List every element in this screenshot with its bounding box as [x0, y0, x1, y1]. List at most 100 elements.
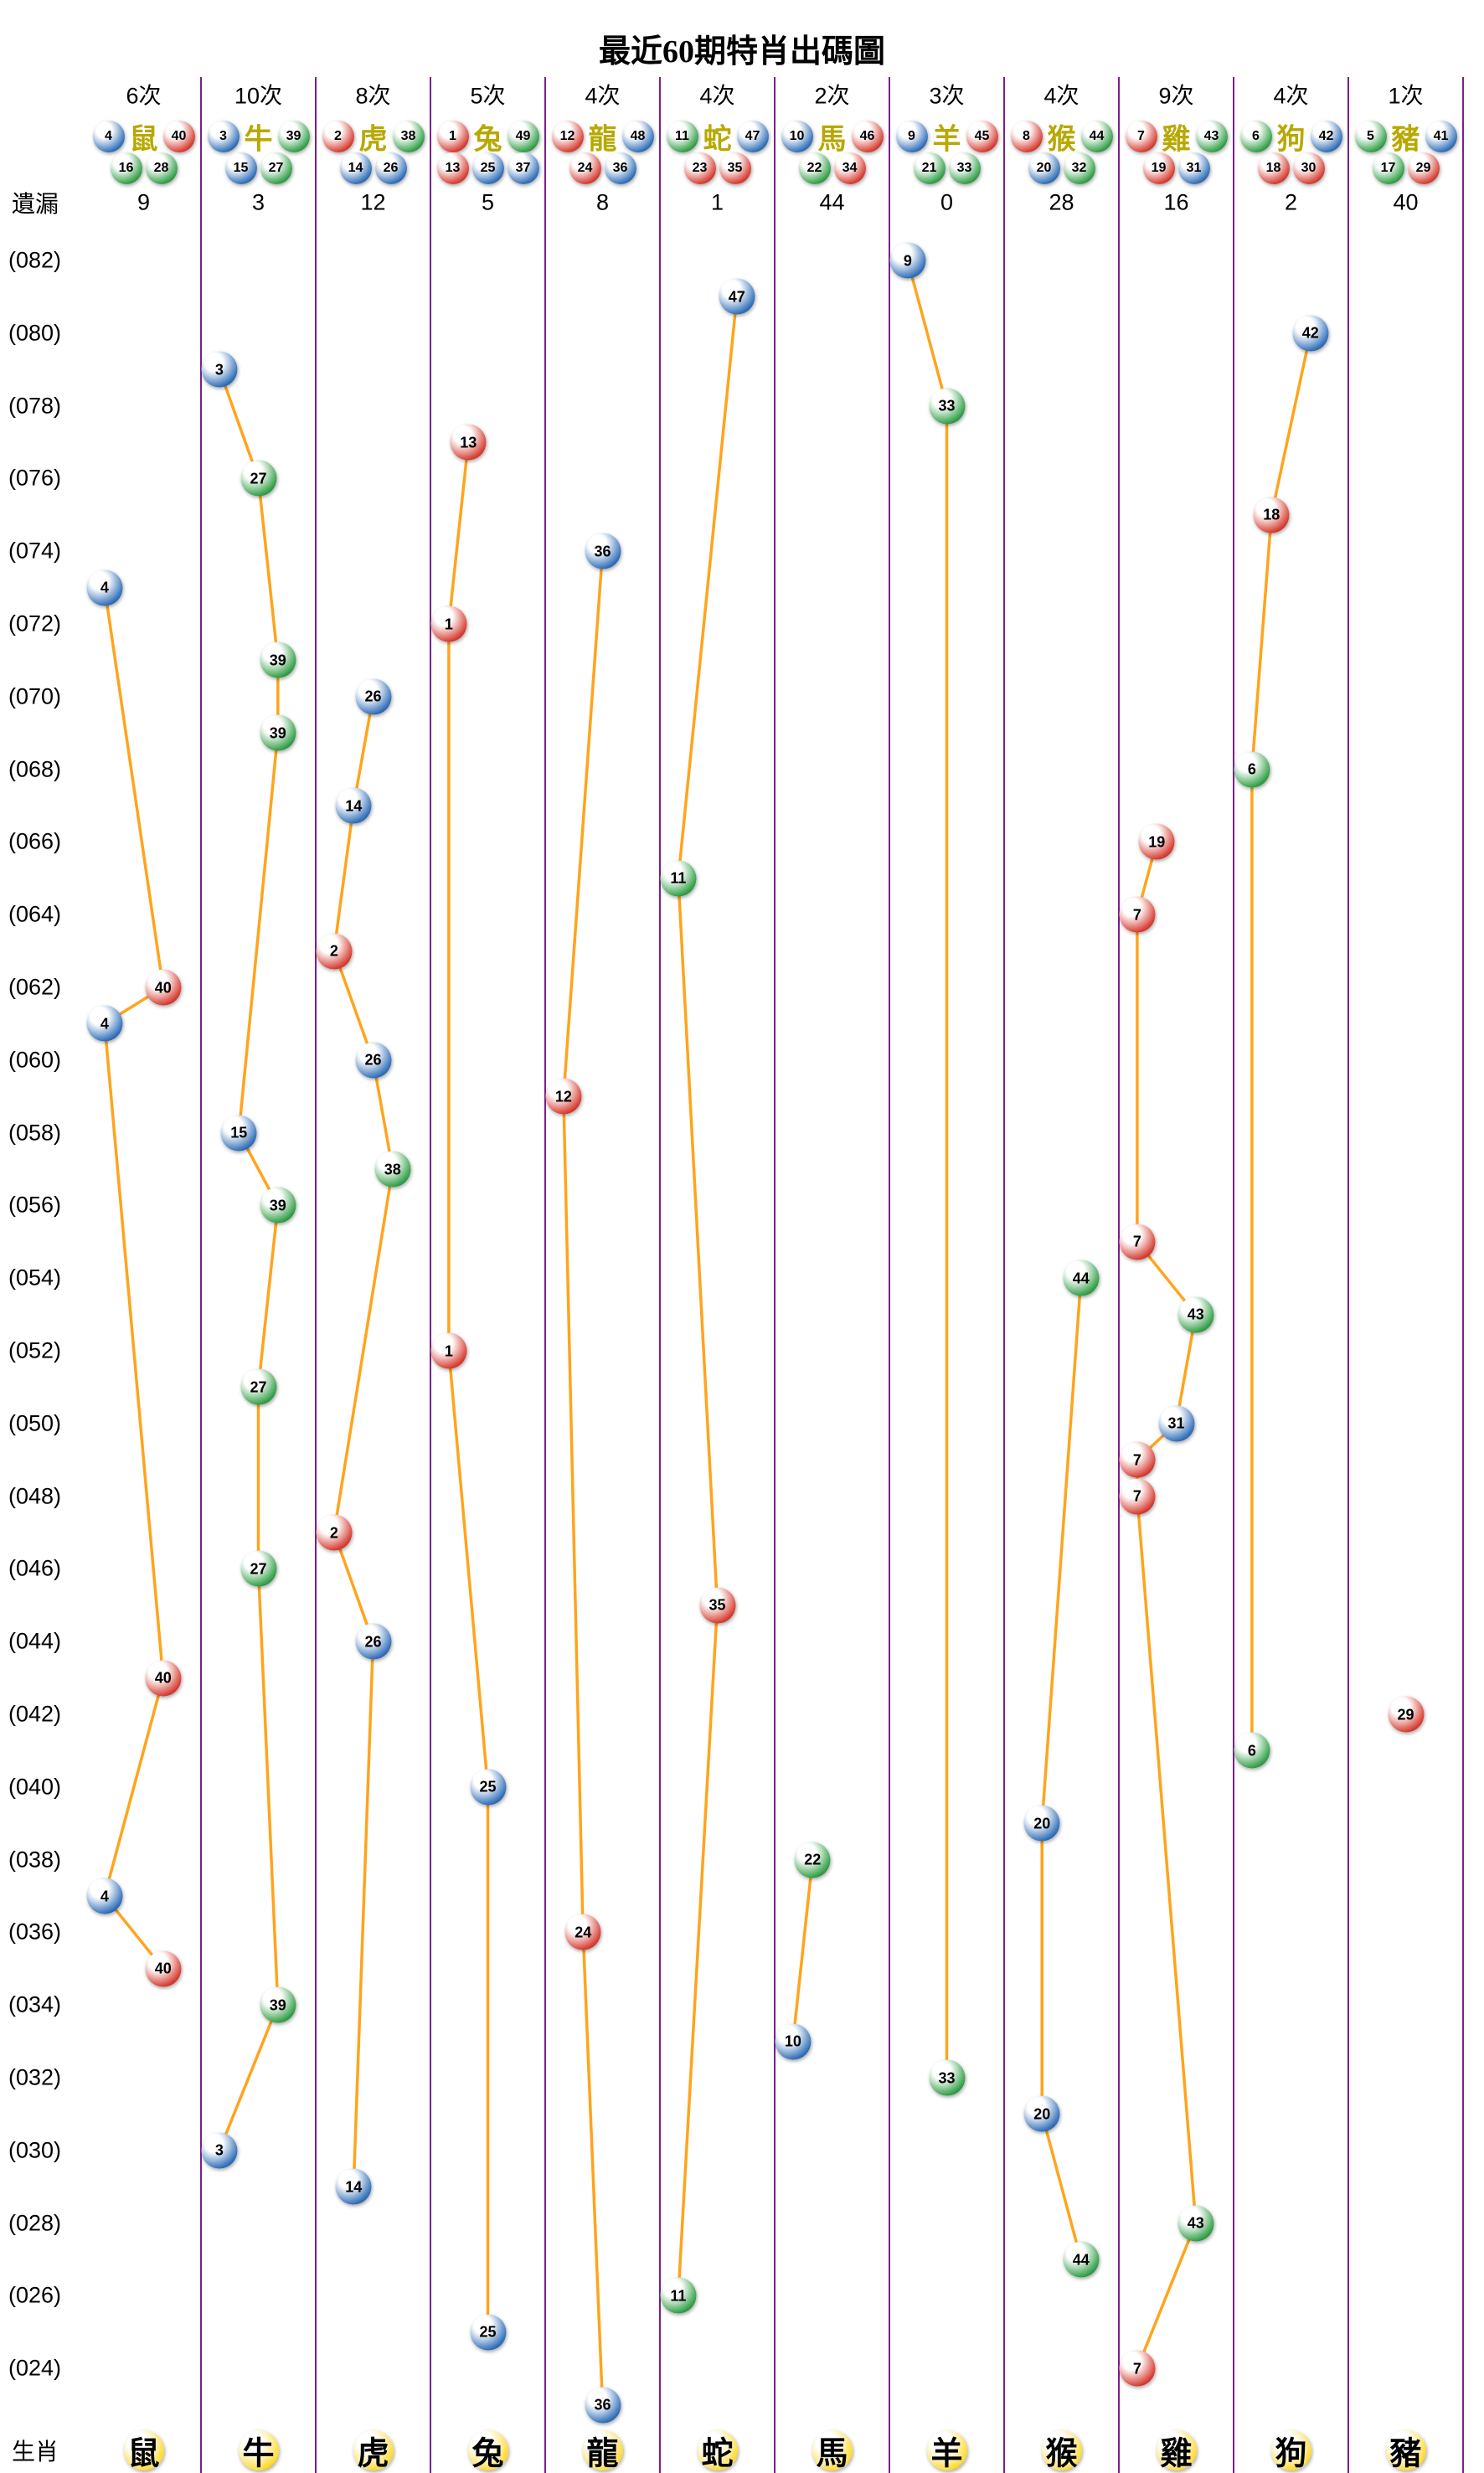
header-ball-35: 35 — [719, 152, 751, 184]
column-separator — [1118, 77, 1120, 2473]
bottom-zodiac-ball — [812, 2430, 853, 2470]
header-ball-38: 38 — [392, 121, 425, 152]
number-ball-25: 25 — [470, 2314, 506, 2351]
number-ball-19: 19 — [1138, 823, 1175, 860]
occurrence-count: 8次 — [355, 83, 391, 109]
number-ball-14: 14 — [335, 787, 372, 824]
number-ball-44: 44 — [1063, 2241, 1100, 2278]
bottom-zodiac-ball — [123, 2430, 164, 2470]
y-axis-label: (042) — [8, 1701, 62, 1727]
column-separator — [889, 77, 890, 2473]
trend-line-8 — [906, 259, 949, 2079]
occurrence-count: 5次 — [470, 83, 506, 109]
column-separator — [774, 77, 775, 2473]
trend-line-11 — [1250, 332, 1312, 1753]
number-ball-11: 11 — [660, 2277, 697, 2314]
column-separator — [315, 77, 317, 2473]
y-axis-label: (034) — [8, 1991, 62, 2017]
header-ball-15: 15 — [224, 152, 257, 184]
trend-line-4 — [447, 441, 490, 2334]
header-ball-3: 3 — [207, 121, 240, 152]
y-axis-label: (050) — [8, 1410, 62, 1436]
y-axis-label: (054) — [8, 1265, 62, 1291]
header-ball-21: 21 — [913, 152, 946, 184]
header-ball-27: 27 — [260, 152, 292, 184]
number-ball-31: 31 — [1158, 1405, 1194, 1442]
number-ball-3: 3 — [201, 351, 238, 388]
occurrence-count: 3次 — [929, 83, 965, 109]
number-ball-15: 15 — [220, 1115, 257, 1151]
header-ball-26: 26 — [374, 152, 407, 184]
trend-line-6 — [677, 295, 739, 2298]
header-ball-29: 29 — [1407, 152, 1440, 184]
missing-value: 40 — [1393, 189, 1419, 215]
number-ball-39: 39 — [260, 714, 296, 751]
column-separator — [1462, 77, 1464, 2473]
y-axis-label: (048) — [8, 1483, 62, 1509]
header-ball-9: 9 — [895, 121, 928, 152]
occurrence-count: 4次 — [1043, 83, 1080, 109]
header-ball-1: 1 — [436, 121, 469, 152]
header-zodiac-char: 狗 — [1276, 123, 1306, 156]
missing-value: 1 — [710, 189, 724, 215]
y-axis-label: (024) — [8, 2355, 62, 2381]
number-ball-1: 1 — [430, 605, 467, 642]
header-ball-42: 42 — [1310, 121, 1342, 152]
bottom-zodiac-char: 豬 — [1389, 2436, 1422, 2472]
number-ball-11: 11 — [660, 860, 697, 897]
trend-line-3 — [332, 695, 394, 2188]
header-ball-7: 7 — [1125, 121, 1157, 152]
number-ball-40: 40 — [145, 969, 182, 1006]
missing-value: 16 — [1163, 189, 1189, 215]
occurrence-count: 2次 — [814, 83, 850, 109]
number-ball-7: 7 — [1119, 896, 1156, 933]
missing-value: 3 — [251, 189, 265, 215]
number-ball-20: 20 — [1023, 2095, 1060, 2132]
header-zodiac-char: 鼠 — [129, 123, 158, 156]
occurrence-count: 4次 — [699, 83, 735, 109]
header-ball-24: 24 — [569, 152, 601, 184]
header-ball-43: 43 — [1195, 121, 1228, 152]
bottom-zodiac-char: 牛 — [242, 2436, 275, 2472]
bottom-zodiac-char: 狗 — [1275, 2436, 1307, 2472]
header-ball-33: 33 — [948, 152, 981, 184]
header-ball-44: 44 — [1080, 121, 1113, 152]
occurrence-count: 10次 — [234, 83, 283, 109]
header-ball-23: 23 — [683, 152, 716, 184]
number-ball-9: 9 — [889, 242, 926, 279]
occurrence-count: 1次 — [1388, 83, 1424, 109]
trend-line-1 — [103, 585, 165, 1971]
header-ball-32: 32 — [1063, 152, 1095, 184]
missing-value: 12 — [360, 189, 386, 215]
header-ball-19: 19 — [1142, 152, 1175, 184]
bottom-zodiac-char: 蛇 — [701, 2436, 734, 2472]
number-ball-24: 24 — [564, 1914, 601, 1950]
number-ball-39: 39 — [260, 641, 296, 678]
page-title: 最近60期特肖出碼圖 — [598, 34, 885, 70]
header-ball-30: 30 — [1292, 152, 1325, 184]
header-ball-18: 18 — [1257, 152, 1290, 184]
number-ball-43: 43 — [1177, 2205, 1214, 2242]
header-zodiac-char: 豬 — [1391, 123, 1420, 156]
y-axis-label: (052) — [8, 1337, 62, 1363]
header-ball-10: 10 — [781, 121, 813, 152]
bottom-zodiac-ball — [1156, 2430, 1197, 2470]
number-ball-40: 40 — [145, 1660, 182, 1697]
occurrence-count: 9次 — [1158, 83, 1194, 109]
column-separator — [1233, 77, 1234, 2473]
number-ball-27: 27 — [240, 1550, 276, 1587]
header-ball-5: 5 — [1354, 121, 1387, 152]
missing-value: 5 — [481, 189, 495, 215]
header-ball-20: 20 — [1028, 152, 1060, 184]
number-ball-2: 2 — [316, 1514, 353, 1551]
number-ball-42: 42 — [1292, 315, 1329, 352]
y-axis-label: (028) — [8, 2210, 62, 2236]
bottom-zodiac-char: 虎 — [357, 2436, 389, 2472]
number-ball-12: 12 — [545, 1078, 582, 1115]
number-ball-38: 38 — [374, 1151, 411, 1188]
number-ball-27: 27 — [240, 1368, 276, 1405]
number-ball-33: 33 — [929, 388, 965, 425]
y-axis-label: (040) — [8, 1774, 62, 1800]
header-ball-13: 13 — [436, 152, 469, 184]
bottom-zodiac-ball — [697, 2430, 738, 2470]
